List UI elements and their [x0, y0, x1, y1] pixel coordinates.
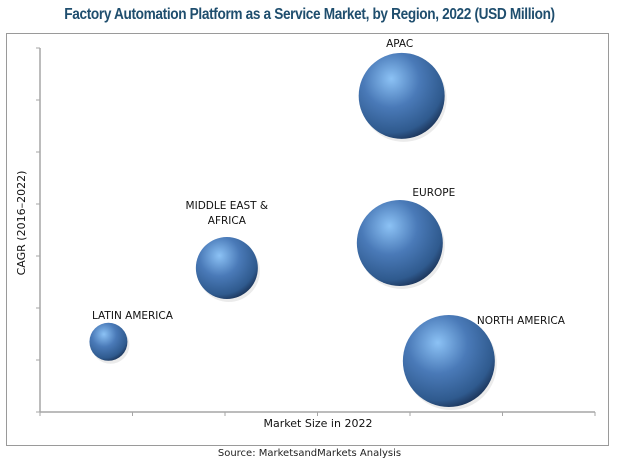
bubble-europe — [356, 200, 443, 286]
y-axis-title: CAGR (2016–2022) — [15, 171, 28, 276]
bubble-label-apac: APAC — [386, 38, 413, 50]
bubble-middle-east-africa — [195, 236, 258, 299]
bubbles-group: APAC EUROPE NORTH AMERICA MIDDLE EAST & AFRI… — [89, 38, 566, 411]
bubble-label-latin-america: LATIN AMERICA — [92, 310, 174, 322]
chart-title: Factory Automation Platform as a Service… — [64, 6, 555, 23]
x-axis-title: Market Size in 2022 — [264, 417, 373, 430]
bubble-apac — [358, 52, 445, 139]
source-note: Source: MarketsandMarkets Analysis — [217, 448, 402, 459]
bubble-label-north-america: NORTH AMERICA — [477, 315, 566, 327]
bubble-north-america — [402, 315, 495, 408]
chart-frame — [6, 33, 609, 446]
bubble-label-middle-east-africa: AFRICA — [208, 215, 247, 227]
bubble-label-middle-east-africa: MIDDLE EAST & — [186, 200, 269, 212]
bubble-latin-america — [89, 322, 128, 361]
axes — [36, 47, 596, 416]
bubble-label-europe: EUROPE — [412, 187, 455, 199]
